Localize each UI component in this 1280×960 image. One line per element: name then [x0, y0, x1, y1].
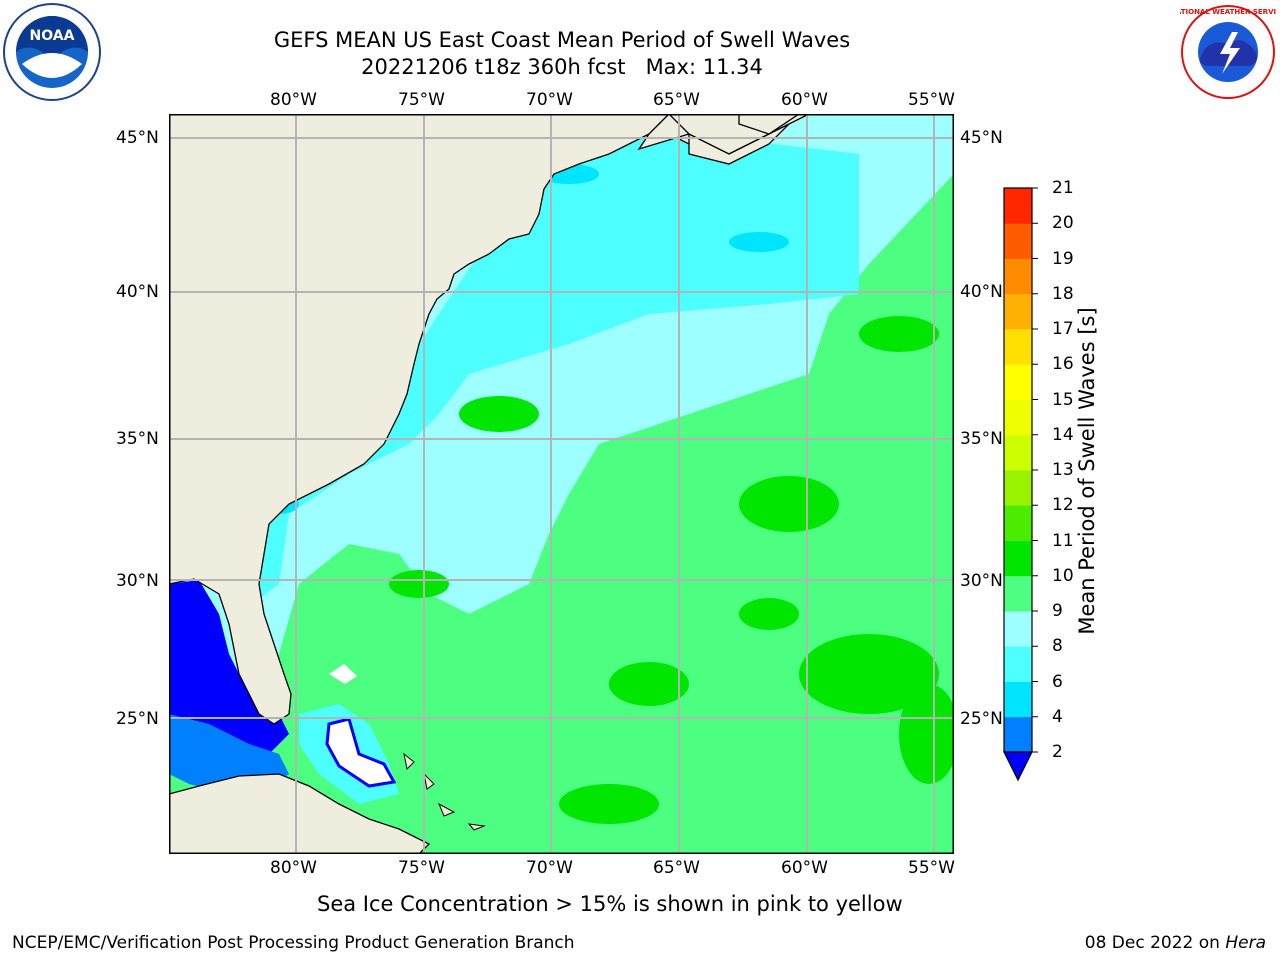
- colorbar-segment: [1004, 681, 1032, 718]
- colorbar-tick-label: 17: [1052, 319, 1074, 339]
- colorbar-tick-label: 9: [1052, 601, 1063, 621]
- host-name: Hera: [1225, 933, 1266, 953]
- colorbar-segment: [1004, 434, 1032, 471]
- colorbar-segment: [1004, 293, 1032, 330]
- lat-label-right: 45°N: [960, 128, 1003, 148]
- colorbar-tick-label: 19: [1052, 248, 1074, 269]
- lon-label-top: 75°W: [398, 90, 445, 110]
- swell-period-map: [169, 114, 954, 854]
- colorbar-tick-label: 13: [1052, 460, 1074, 480]
- cuba-land: [169, 773, 431, 854]
- lon-label-top: 70°W: [526, 90, 573, 110]
- lon-label-top: 60°W: [781, 90, 828, 110]
- lon-label-bottom: 75°W: [398, 858, 445, 878]
- lat-label-right: 40°N: [960, 282, 1003, 302]
- colorbar-segment: [1004, 575, 1032, 612]
- colorbar-segment: [1004, 329, 1032, 365]
- lon-label-top: 65°W: [653, 90, 700, 110]
- colorbar-segment: [1004, 505, 1032, 541]
- lat-label-left: 35°N: [116, 429, 159, 449]
- map-frame: [169, 114, 954, 854]
- lat-label-left: 30°N: [116, 571, 159, 591]
- keys-mask: [329, 664, 357, 684]
- colorbar-tick-label: 20: [1052, 213, 1074, 234]
- colorbar-tick-label: 10: [1052, 565, 1074, 586]
- credit-line: NCEP/EMC/Verification Post Processing Pr…: [12, 933, 575, 953]
- colorbar-segment: [1004, 716, 1032, 753]
- colorbar-tick-label: 11: [1052, 530, 1074, 551]
- nws-logo: NATIONAL WEATHER SERVICE: [1180, 5, 1276, 99]
- noaa-logo-text: NOAA: [30, 28, 75, 44]
- us-east-coast-land: [169, 114, 670, 725]
- lat-label-left: 25°N: [116, 709, 159, 729]
- colorbar-segment: [1004, 399, 1032, 436]
- period-10-11-patches: [389, 316, 954, 824]
- colorbar-tick-label: 14: [1052, 424, 1074, 445]
- colorbar-segment: [1004, 470, 1032, 506]
- maritimes-land: [637, 114, 790, 165]
- lat-label-right: 25°N: [960, 709, 1003, 729]
- colorbar-label: Mean Period of Swell Waves [s]: [1075, 307, 1099, 635]
- lon-label-bottom: 60°W: [781, 858, 828, 878]
- lon-label-bottom: 70°W: [526, 858, 573, 878]
- colorbar-segment: [1004, 611, 1032, 647]
- colorbar-tick-label: 21: [1052, 178, 1074, 198]
- bahamas-islands: [403, 752, 486, 831]
- lat-label-right: 35°N: [960, 429, 1003, 449]
- lat-label-right: 30°N: [960, 571, 1003, 591]
- colorbar-tick-label: 15: [1052, 389, 1074, 410]
- lon-label-top: 80°W: [270, 90, 317, 110]
- colorbar-segment: [1004, 364, 1032, 400]
- colorbar: [1003, 187, 1038, 782]
- colorbar-segment: [1004, 223, 1032, 259]
- colorbar-tick-label: 12: [1052, 495, 1074, 516]
- lat-label-left: 45°N: [116, 128, 159, 148]
- colorbar-under-triangle: [1003, 751, 1033, 782]
- colorbar-tick-label: 16: [1052, 354, 1074, 375]
- lon-label-bottom: 55°W: [908, 858, 955, 878]
- sea-ice-note: Sea Ice Concentration > 15% is shown in …: [317, 892, 903, 916]
- colorbar-tick-label: 2: [1052, 742, 1063, 762]
- colorbar-tick-label: 4: [1052, 706, 1063, 727]
- date-line: 08 Dec 2022 on Hera: [1085, 933, 1266, 953]
- lat-label-left: 40°N: [116, 282, 159, 302]
- colorbar-segment: [1004, 188, 1032, 224]
- nws-logo-text: NATIONAL WEATHER SERVICE: [1180, 8, 1276, 16]
- colorbar-tick-label: 18: [1052, 283, 1074, 304]
- lon-label-bottom: 80°W: [270, 858, 317, 878]
- chart-subtitle: 20221206 t18z 360h fcst Max: 11.34: [361, 55, 763, 79]
- date-text: 08 Dec 2022 on: [1084, 933, 1226, 953]
- colorbar-segment: [1004, 258, 1032, 295]
- graticule: [169, 114, 954, 854]
- colorbar-tick-label: 6: [1052, 671, 1063, 692]
- cape-breton-land: [738, 114, 801, 135]
- chart-title: GEFS MEAN US East Coast Mean Period of S…: [273, 28, 851, 52]
- colorbar-segment: [1004, 540, 1032, 577]
- bahamas-bank-mask: [325, 717, 397, 788]
- lon-label-bottom: 65°W: [653, 858, 700, 878]
- colorbar-segment: [1004, 646, 1032, 682]
- colorbar-tick-label: 8: [1052, 636, 1063, 657]
- period-6-8-region: [209, 134, 859, 614]
- noaa-logo: NOAA: [3, 3, 101, 101]
- lon-label-top: 55°W: [908, 90, 955, 110]
